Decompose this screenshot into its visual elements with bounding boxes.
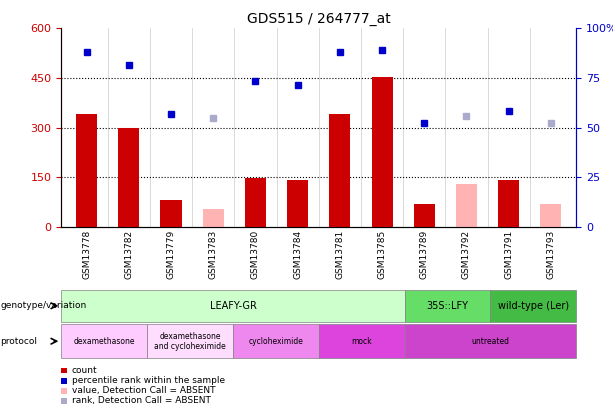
Bar bbox=[245, 178, 266, 227]
Bar bbox=[161, 200, 181, 227]
Text: value, Detection Call = ABSENT: value, Detection Call = ABSENT bbox=[72, 386, 215, 395]
Text: percentile rank within the sample: percentile rank within the sample bbox=[72, 376, 225, 385]
Bar bbox=[203, 209, 224, 227]
Bar bbox=[498, 180, 519, 227]
Text: protocol: protocol bbox=[1, 337, 37, 346]
Bar bbox=[118, 128, 139, 227]
Bar bbox=[540, 204, 562, 227]
Text: 35S::LFY: 35S::LFY bbox=[427, 301, 468, 311]
Text: genotype/variation: genotype/variation bbox=[1, 301, 87, 310]
Bar bbox=[287, 180, 308, 227]
Text: cycloheximide: cycloheximide bbox=[248, 337, 303, 346]
Text: dexamethasone: dexamethasone bbox=[74, 337, 135, 346]
Bar bbox=[329, 114, 351, 227]
Text: rank, Detection Call = ABSENT: rank, Detection Call = ABSENT bbox=[72, 396, 211, 405]
Title: GDS515 / 264777_at: GDS515 / 264777_at bbox=[247, 12, 390, 26]
Text: untreated: untreated bbox=[471, 337, 509, 346]
Text: wild-type (Ler): wild-type (Ler) bbox=[498, 301, 569, 311]
Bar bbox=[456, 184, 477, 227]
Text: count: count bbox=[72, 366, 97, 375]
Bar bbox=[414, 204, 435, 227]
Bar bbox=[371, 77, 392, 227]
Text: LEAFY-GR: LEAFY-GR bbox=[210, 301, 256, 311]
Text: mock: mock bbox=[351, 337, 372, 346]
Text: dexamethasone
and cycloheximide: dexamethasone and cycloheximide bbox=[154, 332, 226, 351]
Bar bbox=[76, 114, 97, 227]
